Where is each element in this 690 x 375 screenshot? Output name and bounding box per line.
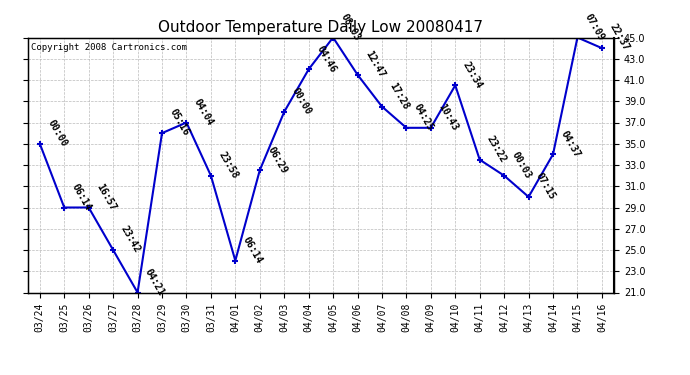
Text: 23:34: 23:34 [461,60,484,90]
Text: 04:04: 04:04 [192,97,215,127]
Text: 08:03: 08:03 [339,12,362,42]
Text: 00:00: 00:00 [290,86,313,117]
Text: 00:03: 00:03 [510,150,533,180]
Text: 05:16: 05:16 [168,108,191,138]
Text: 07:09: 07:09 [583,12,607,42]
Text: 04:25: 04:25 [412,102,435,133]
Text: 23:42: 23:42 [119,224,142,255]
Text: 16:57: 16:57 [95,182,117,212]
Text: 04:37: 04:37 [559,129,582,159]
Text: 07:15: 07:15 [534,171,558,202]
Text: 10:43: 10:43 [436,102,460,133]
Title: Outdoor Temperature Daily Low 20080417: Outdoor Temperature Daily Low 20080417 [158,20,484,35]
Text: 04:21: 04:21 [143,267,166,297]
Text: 06:14: 06:14 [70,182,93,212]
Text: 23:22: 23:22 [485,134,509,165]
Text: 22:37: 22:37 [607,22,631,53]
Text: 17:28: 17:28 [388,81,411,111]
Text: 12:47: 12:47 [363,49,386,80]
Text: 06:14: 06:14 [241,235,264,266]
Text: 23:58: 23:58 [217,150,240,180]
Text: 06:29: 06:29 [266,145,288,175]
Text: Copyright 2008 Cartronics.com: Copyright 2008 Cartronics.com [30,43,186,52]
Text: 04:46: 04:46 [314,44,337,74]
Text: 00:00: 00:00 [46,118,69,148]
